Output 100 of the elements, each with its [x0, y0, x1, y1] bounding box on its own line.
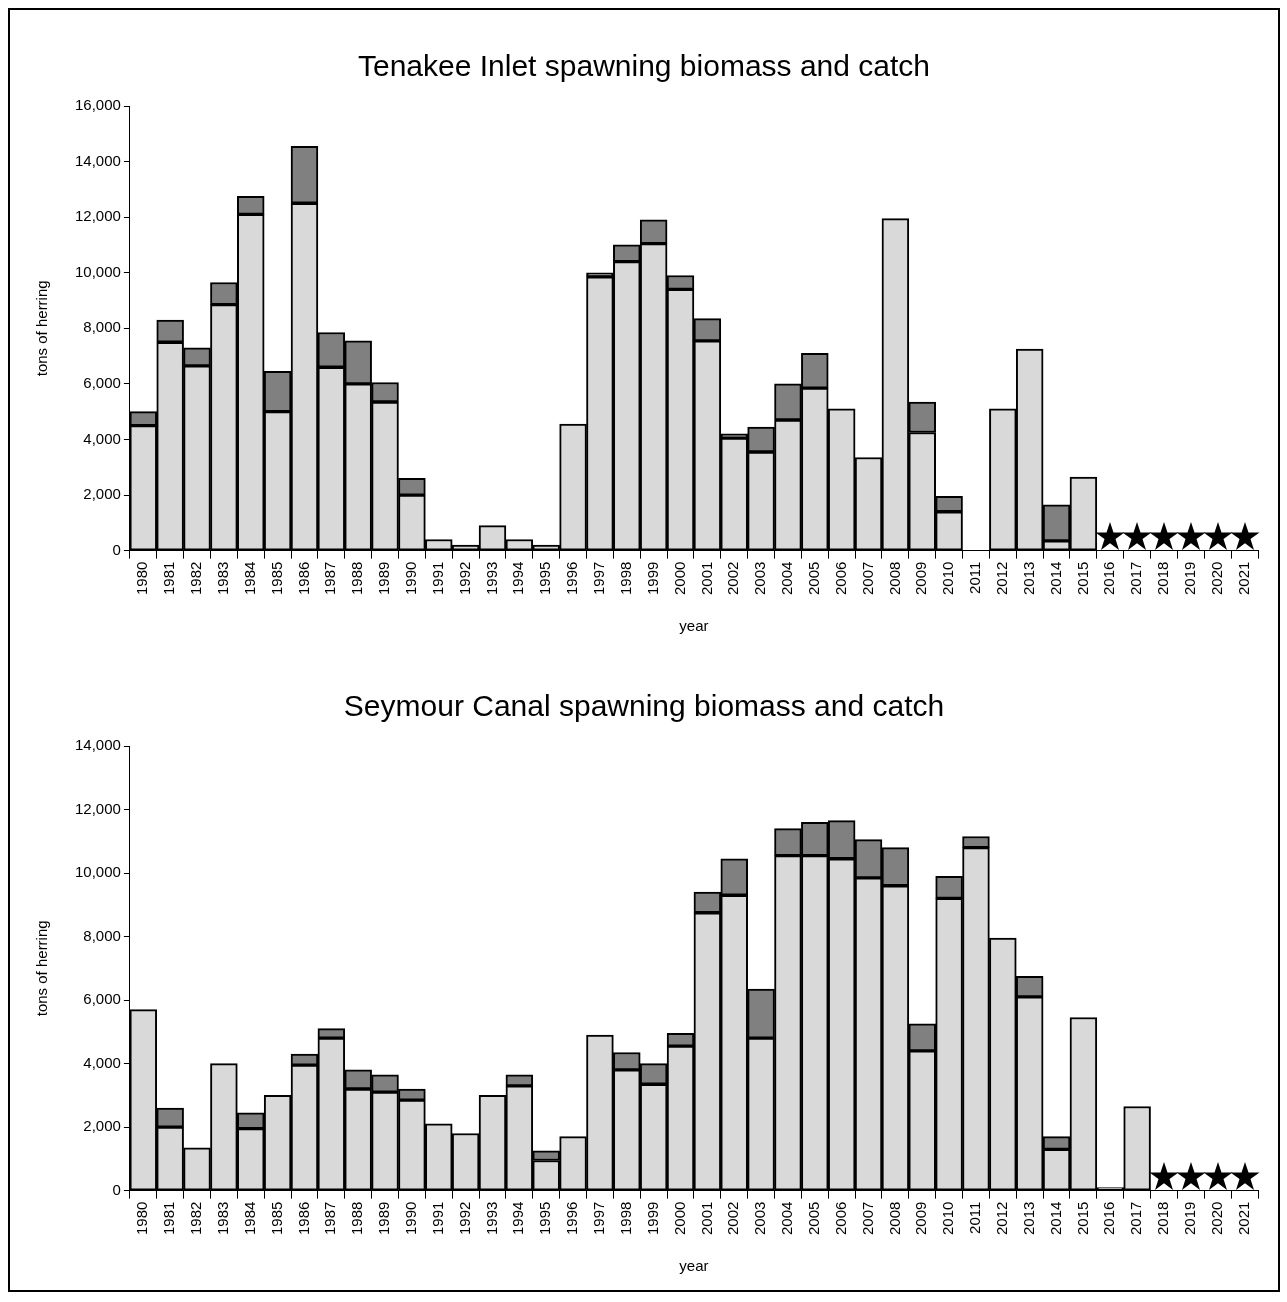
x-tick-label: 2012: [992, 561, 1010, 596]
x-tick-label: 2016: [1100, 1201, 1118, 1236]
x-tick-label: 1989: [375, 561, 393, 596]
x-tick-label: 2014: [1046, 561, 1064, 596]
x-tick-label: 2009: [912, 561, 930, 596]
x-tick-label: 2012: [992, 1201, 1010, 1236]
x-tick-label: 2000: [670, 561, 688, 596]
x-tick-label: 1984: [240, 1201, 258, 1236]
y-tick-label: 8,000: [83, 926, 121, 944]
x-tick-label: 1996: [563, 1201, 581, 1236]
x-tick-label: 2011: [966, 1201, 984, 1234]
x-tick-label: 1985: [267, 561, 285, 596]
x-tick-label: 1989: [375, 1201, 393, 1236]
x-tick-label: 2017: [1127, 561, 1145, 596]
y-tick-label: 6,000: [83, 374, 121, 392]
x-tick-label: 2005: [804, 1201, 822, 1236]
x-tick-label: 1980: [133, 561, 151, 596]
x-tick-label: 2007: [858, 1201, 876, 1236]
x-tick-label: 2002: [724, 1201, 742, 1236]
x-tick-label: 2001: [697, 1201, 715, 1236]
y-tick-label: 14,000: [74, 736, 121, 754]
x-tick-label: 2003: [751, 1201, 769, 1236]
chart-title: Tenakee Inlet spawning biomass and catch: [357, 49, 931, 83]
x-tick-label: 1998: [616, 561, 634, 596]
x-tick-label: 2021: [1234, 1201, 1252, 1236]
x-axis-title: year: [679, 1257, 709, 1275]
x-tick-label: 1992: [455, 1201, 473, 1236]
y-tick-label: 8,000: [83, 318, 121, 336]
x-tick-label: 1982: [187, 1201, 205, 1236]
x-tick-label: 1984: [240, 561, 258, 596]
x-tick-label: 2005: [804, 561, 822, 596]
y-tick-label: 14,000: [74, 151, 121, 169]
x-tick-label: 1993: [482, 1201, 500, 1236]
y-tick-label: 12,000: [74, 799, 121, 817]
y-tick-label: 0: [112, 540, 121, 558]
y-tick-label: 10,000: [74, 863, 121, 881]
x-tick-label: 2006: [831, 561, 849, 596]
x-tick-label: 2020: [1207, 1201, 1225, 1236]
x-tick-label: 2019: [1180, 561, 1198, 596]
x-tick-label: 2013: [1019, 1201, 1037, 1236]
x-tick-label: 2007: [858, 561, 876, 596]
x-tick-label: 2020: [1207, 561, 1225, 596]
x-tick-label: 2002: [724, 561, 742, 596]
x-tick-label: 1991: [428, 1201, 446, 1236]
x-tick-label: 1983: [214, 561, 232, 596]
y-axis-title: tons of herring: [33, 280, 51, 377]
x-axis-title: year: [679, 617, 709, 635]
x-tick-label: 1999: [643, 1201, 661, 1236]
y-tick-label: 4,000: [83, 1053, 121, 1071]
y-tick-label: 10,000: [74, 262, 121, 280]
x-tick-label: 1990: [402, 1201, 420, 1236]
x-tick-label: 1985: [267, 1201, 285, 1236]
x-tick-label: 2000: [670, 1201, 688, 1236]
x-tick-label: 1995: [536, 1201, 554, 1236]
x-tick-label: 2017: [1127, 1201, 1145, 1236]
x-tick-label: 2016: [1100, 561, 1118, 596]
y-tick-label: 2,000: [83, 1117, 121, 1135]
y-axis-title: tons of herring: [33, 920, 51, 1017]
x-tick-label: 1997: [590, 1201, 608, 1236]
x-tick-label: 1987: [321, 561, 339, 596]
x-tick-label: 1981: [160, 561, 178, 596]
x-tick-label: 1994: [509, 561, 527, 596]
x-tick-label: 1981: [160, 1201, 178, 1236]
chart-title: Seymour Canal spawning biomass and catch: [343, 689, 945, 723]
x-tick-label: 1996: [563, 561, 581, 596]
x-tick-label: 2004: [778, 1201, 796, 1236]
x-tick-label: 2001: [697, 561, 715, 596]
x-tick-label: 2019: [1180, 1201, 1198, 1236]
x-tick-label: 1998: [616, 1201, 634, 1236]
y-tick-label: 4,000: [83, 429, 121, 447]
x-tick-label: 1983: [214, 1201, 232, 1236]
y-tick-label: 6,000: [83, 990, 121, 1008]
x-tick-label: 1988: [348, 1201, 366, 1236]
x-tick-label: 1997: [590, 561, 608, 596]
x-tick-label: 1994: [509, 1201, 527, 1236]
x-tick-label: 2008: [885, 561, 903, 596]
x-tick-label: 2008: [885, 1201, 903, 1236]
x-tick-label: 1995: [536, 561, 554, 596]
x-tick-label: 2013: [1019, 561, 1037, 596]
x-tick-label: 2015: [1073, 1201, 1091, 1236]
x-tick-label: 2011: [966, 561, 984, 594]
x-tick-label: 1999: [643, 561, 661, 596]
x-tick-label: 1990: [402, 561, 420, 596]
x-tick-label: 1993: [482, 561, 500, 596]
x-tick-label: 2015: [1073, 561, 1091, 596]
x-tick-label: 2003: [751, 561, 769, 596]
x-tick-label: 2018: [1154, 1201, 1172, 1236]
x-tick-label: 1987: [321, 1201, 339, 1236]
y-tick-label: 0: [112, 1180, 121, 1198]
x-tick-label: 2014: [1046, 1201, 1064, 1236]
y-tick-label: 2,000: [83, 485, 121, 503]
x-tick-label: 2004: [778, 561, 796, 596]
x-tick-label: 2006: [831, 1201, 849, 1236]
x-tick-label: 1980: [133, 1201, 151, 1236]
x-tick-label: 1988: [348, 561, 366, 596]
y-tick-label: 12,000: [74, 207, 121, 225]
x-tick-label: 2010: [939, 1201, 957, 1236]
x-tick-label: 1982: [187, 561, 205, 596]
x-tick-label: 2010: [939, 561, 957, 596]
x-tick-label: 2021: [1234, 561, 1252, 596]
